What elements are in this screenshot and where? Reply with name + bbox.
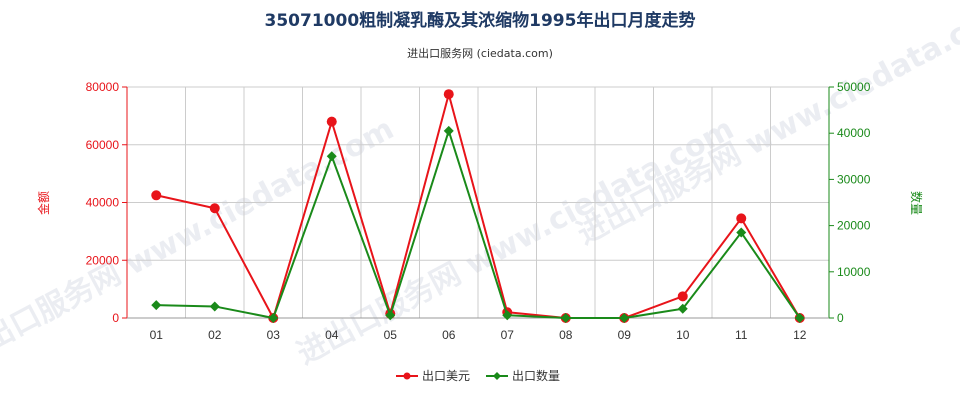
x-tick-label: 05	[384, 328, 398, 342]
data-point-quantity	[677, 303, 688, 314]
data-point-quantity	[268, 313, 279, 323]
legend-marker	[493, 372, 501, 380]
series-line-1	[156, 90, 801, 321]
right-tick-label: 40000	[837, 126, 871, 140]
left-tick-label: 40000	[86, 196, 120, 210]
data-point-quantity	[385, 310, 396, 321]
x-tick-label: 08	[559, 328, 573, 342]
right-axis-title: 数量	[909, 191, 924, 215]
data-point-quantity	[209, 301, 220, 312]
watermark-text: 进出口服务网 www.ciedata.com	[572, 0, 960, 252]
series-line-2	[156, 127, 801, 320]
data-point-quantity	[151, 300, 162, 311]
left-tick-label: 20000	[86, 253, 120, 267]
data-point-quantity	[502, 310, 513, 321]
x-tick-label: 02	[208, 328, 222, 342]
chart-title: 35071000粗制凝乳酶及其浓缩物1995年出口月度走势	[265, 10, 696, 31]
data-point-quantity	[560, 313, 571, 323]
left-axis-title: 金额	[36, 191, 51, 215]
x-tick-label: 11	[735, 328, 748, 342]
axes-layer: 0 20000 40000 60000 80000 0 10000 20000 30000 400…	[36, 80, 924, 342]
data-point-quantity	[443, 125, 454, 136]
left-tick-label: 0	[112, 311, 119, 325]
series-layer	[151, 89, 805, 323]
x-tick-label: 12	[793, 328, 807, 342]
legend: 出口美元 出口数量	[396, 368, 560, 383]
right-tick-label: 0	[837, 311, 844, 325]
data-point-amount	[443, 89, 454, 100]
data-point-amount	[326, 116, 337, 127]
legend-label: 出口数量	[512, 368, 560, 383]
legend-marker	[403, 372, 411, 380]
data-point-quantity	[326, 151, 337, 162]
right-tick-label: 30000	[837, 172, 871, 186]
grid-layer	[126, 86, 830, 319]
data-point-amount	[736, 213, 747, 224]
x-tick-label: 10	[676, 328, 690, 342]
x-tick-label: 03	[267, 328, 281, 342]
data-point-quantity	[794, 313, 805, 323]
chart-subtitle: 进出口服务网 (ciedata.com)	[407, 46, 553, 60]
data-point-amount	[209, 203, 220, 214]
right-tick-label: 50000	[837, 80, 871, 94]
data-point-quantity	[619, 313, 630, 323]
x-tick-label: 01	[150, 328, 164, 342]
legend-label: 出口美元	[422, 369, 470, 383]
x-tick-label: 06	[442, 328, 456, 342]
right-tick-label: 10000	[837, 265, 871, 279]
data-point-quantity	[736, 227, 747, 238]
left-tick-label: 80000	[86, 80, 120, 94]
data-point-amount	[677, 291, 688, 302]
data-point-amount	[151, 190, 162, 201]
x-tick-label: 07	[501, 328, 515, 342]
left-tick-label: 60000	[86, 138, 120, 152]
right-tick-label: 20000	[837, 219, 871, 233]
x-tick-label: 09	[618, 328, 632, 342]
x-tick-label: 04	[325, 328, 339, 342]
